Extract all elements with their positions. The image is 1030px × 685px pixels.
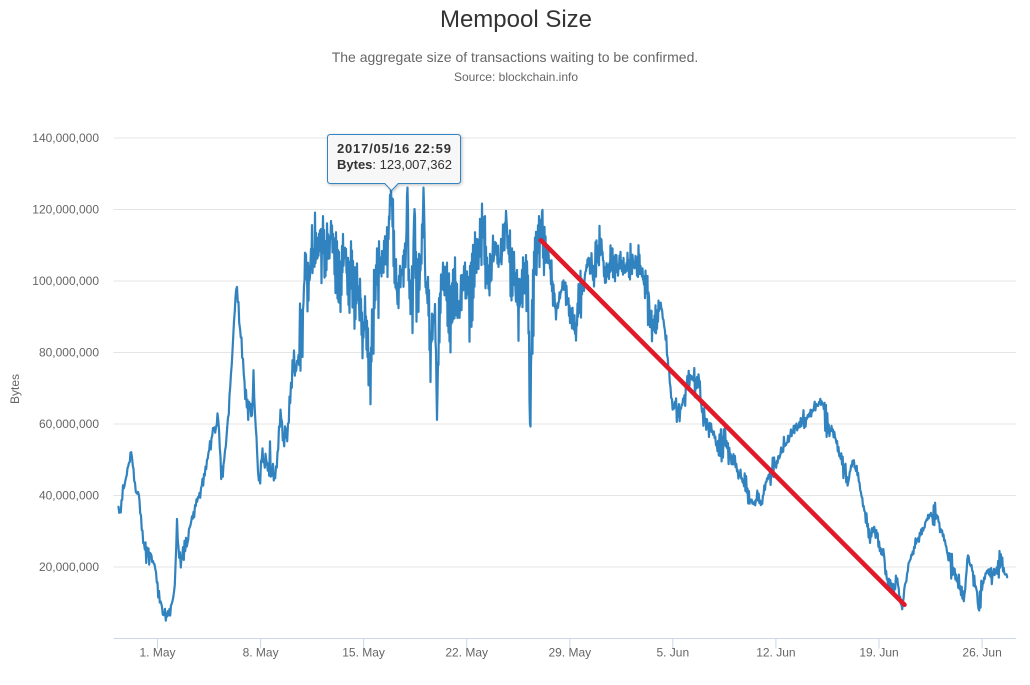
- svg-text:2017/05/16 22:59: 2017/05/16 22:59: [337, 141, 452, 156]
- svg-text:60,000,000: 60,000,000: [39, 417, 99, 431]
- svg-text:29. May: 29. May: [548, 646, 591, 660]
- svg-text:The aggregate size of transact: The aggregate size of transactions waiti…: [332, 49, 699, 65]
- svg-text:15. May: 15. May: [342, 646, 385, 660]
- svg-text:26. Jun: 26. Jun: [962, 646, 1001, 660]
- svg-text:Mempool Size: Mempool Size: [440, 6, 592, 33]
- svg-text:Bytes: Bytes: [8, 374, 22, 404]
- svg-text:120,000,000: 120,000,000: [32, 203, 99, 217]
- svg-text:40,000,000: 40,000,000: [39, 489, 99, 503]
- svg-text:Source: blockchain.info: Source: blockchain.info: [454, 70, 578, 84]
- svg-text:140,000,000: 140,000,000: [32, 131, 99, 145]
- svg-text:8. May: 8. May: [243, 646, 279, 660]
- svg-text:19. Jun: 19. Jun: [859, 646, 898, 660]
- svg-text:100,000,000: 100,000,000: [32, 274, 99, 288]
- svg-text:1. May: 1. May: [139, 646, 175, 660]
- svg-text:Bytes: 123,007,362: Bytes: 123,007,362: [337, 157, 452, 172]
- svg-text:20,000,000: 20,000,000: [39, 560, 99, 574]
- svg-text:80,000,000: 80,000,000: [39, 346, 99, 360]
- svg-text:22. May: 22. May: [445, 646, 488, 660]
- svg-text:12. Jun: 12. Jun: [756, 646, 795, 660]
- svg-text:5. Jun: 5. Jun: [656, 646, 689, 660]
